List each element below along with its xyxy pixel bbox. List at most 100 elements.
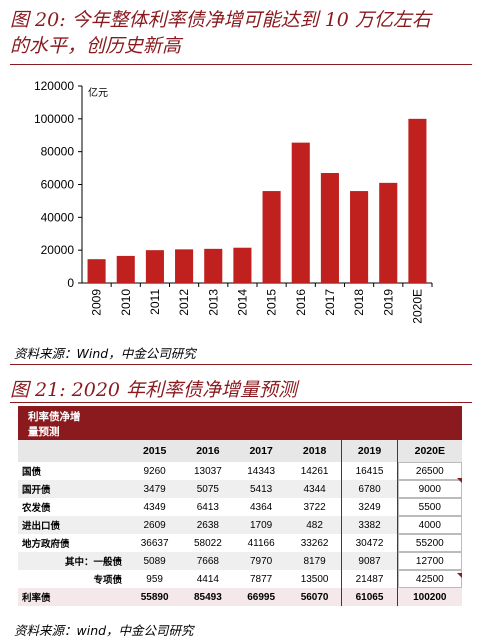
year-cell: 2019: [341, 440, 398, 462]
table-cell: 3722: [287, 498, 343, 516]
table-cell: 61065: [341, 588, 398, 606]
row-label: 专项债: [93, 575, 122, 586]
table-cell: 55200: [397, 534, 462, 552]
table-cell: 14343: [247, 465, 276, 477]
year-cell: 2016: [181, 440, 235, 462]
table-cell: 30472: [341, 534, 398, 552]
y-tick-label: 40000: [41, 210, 75, 224]
x-tick-label: 2016: [294, 289, 308, 316]
table-cell: 7970: [234, 552, 288, 570]
table-cell: 7668: [181, 552, 235, 570]
table-cell: 13500: [287, 570, 343, 588]
table-cell: 7877: [250, 573, 273, 585]
y-tick-label: 80000: [41, 145, 75, 159]
x-tick-label: 2012: [177, 289, 191, 316]
table-cell: 4364: [250, 501, 273, 513]
table-cell: 3249: [341, 498, 398, 516]
x-tick-label: 2010: [119, 289, 133, 316]
table-cell: 9000: [397, 480, 462, 498]
year-corner-cell: [18, 440, 128, 462]
table-cell: 2638: [181, 516, 235, 534]
table-cell: 9087: [341, 552, 398, 570]
table-cell: 482: [287, 516, 343, 534]
table-cell: 959: [146, 573, 163, 585]
bar: [350, 191, 369, 283]
table-row-total: 利率债 55890 85493 66995 56070 61065 100200: [18, 588, 462, 606]
x-tick-label: 2009: [90, 289, 104, 316]
forecast-table: 利率债净增 量预测 2015 2016 2017 2018 2019 2020E…: [18, 406, 462, 606]
table-cell: 26500: [397, 462, 462, 480]
table-cell: 8179: [287, 552, 343, 570]
table-cell: 9260: [143, 465, 166, 477]
table-cell: 58022: [193, 537, 222, 549]
bar: [262, 191, 281, 283]
table-cell: 21487: [341, 570, 398, 588]
table-cell: 12700: [397, 552, 462, 570]
table-cell: 14261: [287, 462, 343, 480]
bar: [379, 182, 398, 283]
cell-marker-triangle: [457, 478, 462, 483]
bar: [291, 142, 310, 283]
table-cell: 100200: [397, 588, 462, 606]
y-tick-label: 20000: [41, 243, 75, 257]
year-cell: 2018: [287, 440, 343, 462]
y-tick-label: 120000: [34, 79, 74, 93]
table-cell: 4414: [196, 573, 219, 585]
bar: [87, 259, 106, 283]
table-cell: 3382: [341, 516, 398, 534]
table-cell: 1709: [234, 516, 288, 534]
bar: [116, 255, 135, 283]
y-tick-label: 0: [67, 276, 74, 290]
table-cell: 5089: [128, 552, 182, 570]
year-cell: 2017: [234, 440, 288, 462]
x-tick-label: 2014: [235, 289, 249, 316]
x-tick-label: 2013: [206, 289, 220, 316]
x-tick-label: 2020E: [410, 289, 424, 324]
bar: [320, 173, 339, 283]
forecast-table-body: 2015 2016 2017 2018 2019 2020E 国债 9260 1…: [18, 440, 462, 606]
table-row: 国开债 3479 5075 5413 4344 6780 9000: [18, 480, 462, 498]
y-tick-label: 60000: [41, 178, 75, 192]
row-label: 利率债: [18, 588, 128, 606]
table-cell: 16415: [341, 462, 398, 480]
figure-20-source: 资料来源：Wind，中金公司研究: [14, 346, 196, 361]
bar-chart: 0 20000 40000 60000 80000 100000 120000 亿元 2009 2…: [34, 79, 433, 324]
x-tick-label: 2018: [352, 289, 366, 316]
bar: [408, 118, 427, 283]
table-row: 农发债 4349 6413 4364 3722 3249 5500: [18, 498, 462, 516]
table-year-row: 2015 2016 2017 2018 2019 2020E: [18, 440, 462, 462]
bar: [175, 249, 194, 283]
figure-20-title-rule: [10, 64, 472, 65]
row-label: 国开债: [18, 480, 128, 498]
bar: [204, 248, 223, 283]
table-cell: 55890: [128, 588, 182, 606]
x-tick-label: 2019: [381, 289, 395, 316]
table-cell: 6780: [341, 480, 398, 498]
figure-20-title-line2: 的水平，创历史新高: [10, 35, 182, 57]
table-cell: 4349: [143, 501, 166, 513]
row-label: 进出口债: [18, 516, 128, 534]
table-cell: 6413: [196, 501, 219, 513]
y-tick-label: 100000: [34, 112, 74, 126]
row-label: 国债: [22, 467, 42, 478]
x-tick-label: 2015: [265, 289, 279, 316]
bar: [233, 247, 252, 283]
table-cell: 2609: [128, 516, 182, 534]
table-cell: 3479: [128, 480, 182, 498]
x-tick-label: 2011: [148, 289, 162, 315]
year-cell: 2020E: [397, 440, 462, 462]
table-cell: 85493: [181, 588, 235, 606]
figure-21-title: 图 21: 2020 年利率债净增量预测: [10, 379, 298, 401]
row-label: 农发债: [22, 503, 51, 514]
table-row: 专项债 959 4414 7877 13500 21487 42500: [18, 570, 462, 588]
table-cell: 33262: [287, 534, 343, 552]
figure-21-title-rule: [10, 402, 472, 403]
table-row: 其中：一般债 5089 7668 7970 8179 9087 12700: [18, 552, 462, 570]
cell-marker-triangle: [457, 573, 462, 578]
year-cell: 2015: [128, 440, 182, 462]
table-header-line2: 量预测: [28, 426, 60, 438]
table-cell: 36637: [140, 537, 169, 549]
table-row: 进出口债 2609 2638 1709 482 3382 4000: [18, 516, 462, 534]
table-row: 国债 9260 13037 14343 14261 16415 26500: [18, 462, 462, 480]
table-header-line1: 利率债净增: [28, 411, 81, 423]
